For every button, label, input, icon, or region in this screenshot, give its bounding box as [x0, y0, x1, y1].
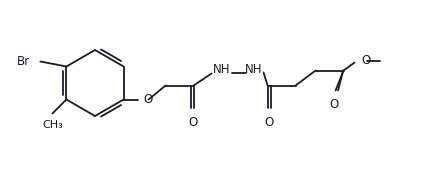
- Text: NH: NH: [245, 63, 262, 76]
- Text: CH₃: CH₃: [42, 121, 63, 130]
- Text: Br: Br: [17, 55, 31, 68]
- Text: NH: NH: [213, 63, 230, 76]
- Text: O: O: [188, 115, 197, 128]
- Text: O: O: [264, 115, 273, 128]
- Text: O: O: [361, 54, 371, 67]
- Text: O: O: [144, 93, 153, 106]
- Text: O: O: [329, 98, 338, 111]
